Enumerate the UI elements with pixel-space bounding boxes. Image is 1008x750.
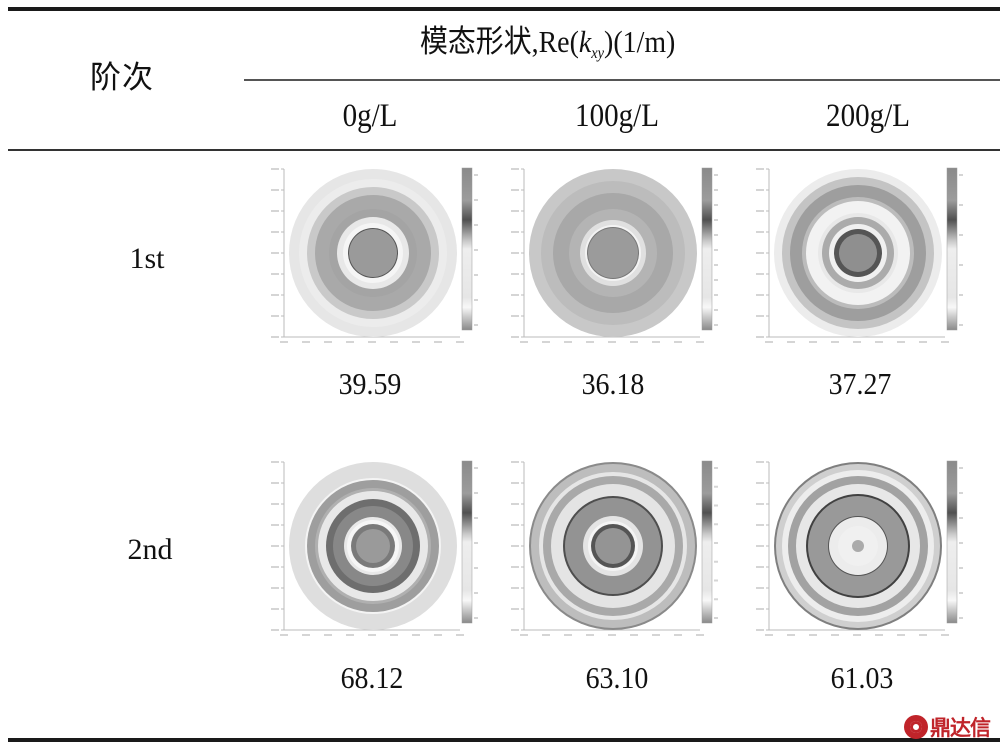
value-2nd-200gL: 61.03	[830, 660, 894, 695]
column-header-100gL: 100g/L	[575, 98, 659, 134]
table-top-rule	[8, 7, 1000, 11]
value-1st-100gL: 36.18	[581, 366, 645, 401]
watermark-logo: 鼎达信	[904, 712, 991, 742]
mode-shape-plot-2nd-0gL	[268, 458, 478, 638]
watermark-mark-icon	[904, 715, 928, 739]
header-mode-shape: 模态形状,Re(kxy)(1/m)	[420, 26, 675, 62]
mode-shape-plot-1st-0gL	[268, 165, 478, 345]
mode-shape-plot-2nd-100gL	[508, 458, 718, 638]
value-1st-200gL: 37.27	[828, 366, 892, 401]
column-header-0gL: 0g/L	[342, 98, 398, 134]
header-mode-shape-sub: xy	[591, 45, 605, 62]
table-header-rule	[8, 149, 1000, 151]
column-header-200gL: 200g/L	[826, 98, 910, 134]
row-label-1st: 1st	[129, 242, 165, 275]
header-mode-shape-suffix: )(1/m)	[604, 24, 676, 59]
table-bottom-rule	[8, 738, 1000, 742]
table-span-rule	[244, 79, 1000, 81]
mode-shape-plot-2nd-200gL	[753, 458, 963, 638]
value-1st-0gL: 39.59	[338, 366, 402, 401]
header-order: 阶次	[90, 60, 154, 95]
row-label-2nd: 2nd	[127, 533, 173, 566]
value-2nd-100gL: 63.10	[585, 660, 649, 695]
mode-shape-plot-1st-200gL	[753, 165, 963, 345]
mode-shape-plot-1st-100gL	[508, 165, 718, 345]
header-mode-shape-var: k	[578, 24, 592, 59]
header-mode-shape-prefix: 模态形状,Re(	[420, 24, 579, 59]
value-2nd-0gL: 68.12	[340, 660, 404, 695]
watermark-text: 鼎达信	[930, 716, 991, 740]
